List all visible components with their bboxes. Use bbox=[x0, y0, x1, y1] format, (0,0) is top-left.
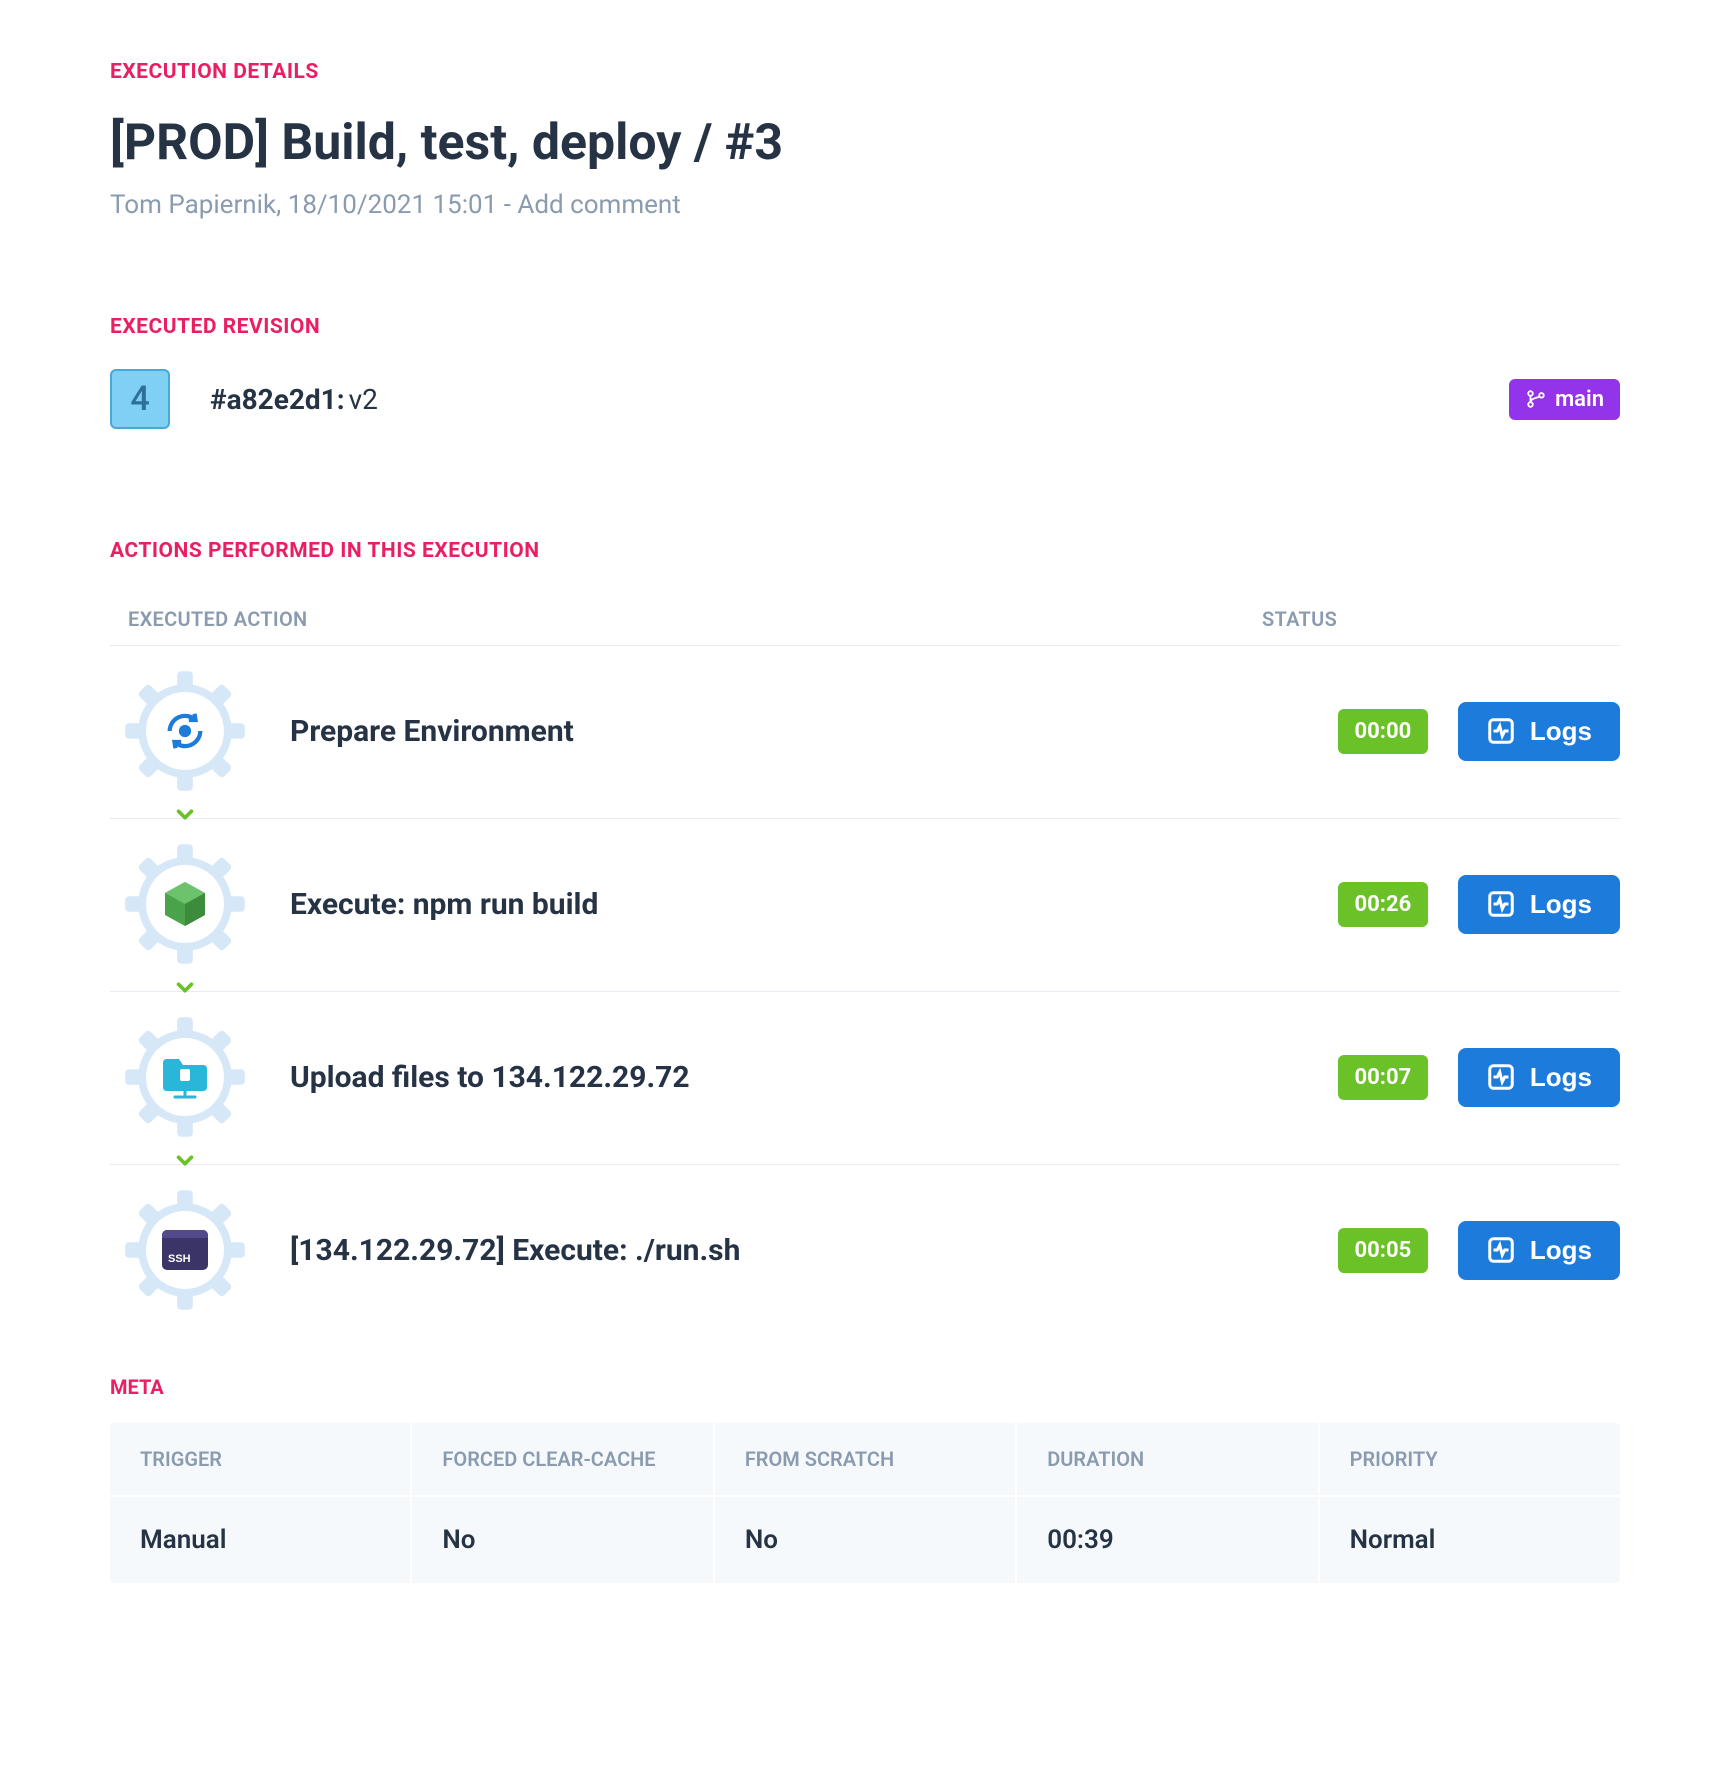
logs-button-label: Logs bbox=[1530, 1235, 1592, 1266]
action-icon-container bbox=[120, 666, 250, 796]
revision-hash[interactable]: #a82e2d1: bbox=[210, 383, 345, 416]
folder-upload-icon bbox=[159, 1053, 211, 1101]
execution-datetime: 18/10/2021 15:01 bbox=[288, 190, 498, 220]
meta-header-from-scratch: FROM SCRATCH bbox=[715, 1423, 1015, 1497]
svg-text:SSH: SSH bbox=[168, 1253, 191, 1265]
section-label-executed-revision: EXECUTED REVISION bbox=[110, 315, 1620, 339]
action-label[interactable]: Execute: npm run build bbox=[260, 887, 1280, 922]
action-row: SSH [134.122.29.72] Execute: ./run.sh 00… bbox=[110, 1164, 1620, 1335]
section-label-actions: ACTIONS PERFORMED IN THIS EXECUTION bbox=[110, 539, 1620, 563]
logs-button[interactable]: Logs bbox=[1458, 702, 1620, 761]
revision-count-badge: 4 bbox=[110, 369, 170, 429]
logs-button[interactable]: Logs bbox=[1458, 1221, 1620, 1280]
action-icon-container bbox=[120, 839, 250, 969]
meta-value-duration: 00:39 bbox=[1017, 1497, 1317, 1583]
activity-icon bbox=[1486, 1235, 1516, 1265]
meta-value-trigger: Manual bbox=[110, 1497, 410, 1583]
duration-badge: 00:05 bbox=[1338, 1228, 1428, 1273]
action-label[interactable]: [134.122.29.72] Execute: ./run.sh bbox=[260, 1233, 1280, 1268]
meta-value-from-scratch: No bbox=[715, 1497, 1015, 1583]
ssh-terminal-icon: SSH bbox=[160, 1228, 210, 1272]
meta-value-forced-clear-cache: No bbox=[412, 1497, 712, 1583]
actions-table-header: EXECUTED ACTION STATUS bbox=[110, 593, 1620, 645]
node-icon bbox=[161, 878, 209, 930]
col-header-status: STATUS bbox=[1262, 607, 1602, 631]
branch-name: main bbox=[1555, 387, 1604, 412]
activity-icon bbox=[1486, 889, 1516, 919]
action-label[interactable]: Upload files to 134.122.29.72 bbox=[260, 1060, 1280, 1095]
action-row: Execute: npm run build 00:26 Logs bbox=[110, 818, 1620, 989]
action-row: Upload files to 134.122.29.72 00:07 Logs bbox=[110, 991, 1620, 1162]
meta-table: TRIGGER Manual FORCED CLEAR-CACHE No FRO… bbox=[110, 1423, 1620, 1583]
branch-chip[interactable]: main bbox=[1509, 379, 1620, 420]
page-title: [PROD] Build, test, deploy / #3 bbox=[110, 114, 1620, 172]
author-name: Tom Papiernik bbox=[110, 190, 276, 220]
duration-badge: 00:00 bbox=[1338, 709, 1428, 754]
action-label[interactable]: Prepare Environment bbox=[260, 714, 1280, 749]
duration-badge: 00:07 bbox=[1338, 1055, 1428, 1100]
meta-header-forced-clear-cache: FORCED CLEAR-CACHE bbox=[412, 1423, 712, 1497]
logs-button-label: Logs bbox=[1530, 716, 1592, 747]
section-label-meta: META bbox=[110, 1375, 1620, 1399]
meta-header-trigger: TRIGGER bbox=[110, 1423, 410, 1497]
section-label-execution-details: EXECUTION DETAILS bbox=[110, 60, 1620, 84]
activity-icon bbox=[1486, 716, 1516, 746]
subtitle-line: Tom Papiernik, 18/10/2021 15:01 - Add co… bbox=[110, 190, 1620, 220]
meta-header-priority: PRIORITY bbox=[1320, 1423, 1620, 1497]
meta-header-duration: DURATION bbox=[1017, 1423, 1317, 1497]
logs-button-label: Logs bbox=[1530, 889, 1592, 920]
col-header-executed-action: EXECUTED ACTION bbox=[128, 607, 1262, 631]
action-icon-container: SSH bbox=[120, 1185, 250, 1315]
duration-badge: 00:26 bbox=[1338, 882, 1428, 927]
logs-button[interactable]: Logs bbox=[1458, 875, 1620, 934]
activity-icon bbox=[1486, 1062, 1516, 1092]
logs-button[interactable]: Logs bbox=[1458, 1048, 1620, 1107]
revision-row: 4 #a82e2d1: v2 main bbox=[110, 369, 1620, 429]
logs-button-label: Logs bbox=[1530, 1062, 1592, 1093]
revision-tag: v2 bbox=[349, 383, 378, 416]
meta-value-priority: Normal bbox=[1320, 1497, 1620, 1583]
action-icon-container bbox=[120, 1012, 250, 1142]
branch-icon bbox=[1525, 388, 1547, 410]
add-comment-link[interactable]: Add comment bbox=[517, 190, 680, 220]
action-row: Prepare Environment 00:00 Logs bbox=[110, 645, 1620, 816]
gear-refresh-icon bbox=[162, 708, 208, 754]
